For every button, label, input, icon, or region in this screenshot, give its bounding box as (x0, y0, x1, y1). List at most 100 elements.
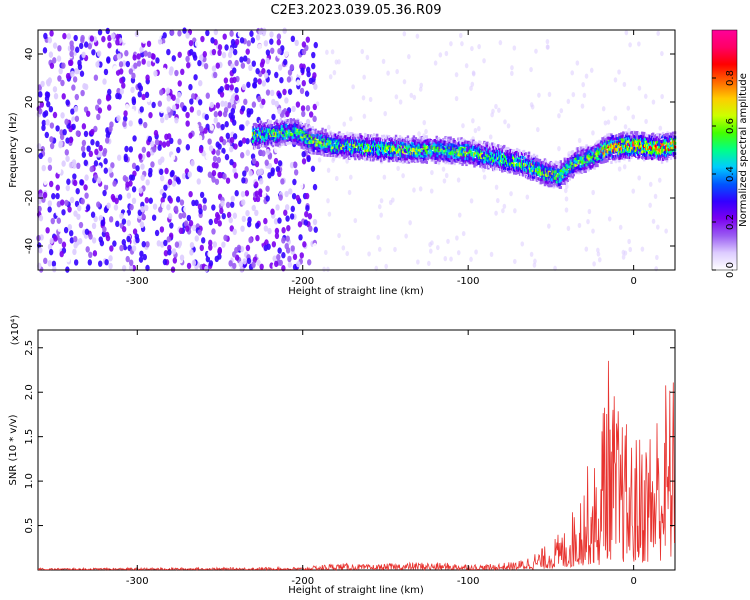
noise-cell (185, 32, 190, 39)
noise-cell (461, 123, 465, 129)
noise-cell (131, 96, 136, 103)
noise-cell (290, 245, 295, 252)
noise-cell (584, 73, 589, 79)
noise-cell (617, 166, 622, 172)
ridge-cell (358, 157, 361, 161)
ridge-cell (573, 158, 576, 162)
noise-cell (176, 91, 182, 99)
noise-cell (41, 164, 46, 172)
ridge-cell (417, 143, 421, 147)
noise-cell (382, 174, 387, 180)
noise-cell (301, 116, 307, 123)
noise-cell (277, 64, 283, 71)
noise-cell (240, 62, 246, 69)
noise-cell (242, 258, 247, 265)
noise-cell (196, 178, 201, 185)
ridge-cell (312, 148, 315, 152)
noise-cell (101, 35, 106, 43)
noise-cell (121, 218, 127, 225)
noise-cell (224, 44, 229, 51)
ridge-cell (348, 134, 351, 138)
noise-cell (305, 205, 310, 212)
noise-cell (624, 30, 629, 36)
ridge-cell (380, 134, 384, 138)
noise-cell (214, 162, 219, 169)
noise-cell (95, 140, 100, 148)
noise-cell (656, 224, 660, 230)
ridge-cell (332, 132, 335, 136)
noise-cell (613, 77, 618, 83)
ridge-cell (375, 133, 379, 137)
ridge-cell (445, 136, 448, 140)
ridge-cell (509, 152, 512, 156)
noise-cell (301, 41, 307, 48)
ridge-cell (418, 138, 422, 142)
noise-cell (245, 137, 250, 145)
ridge-cell (337, 139, 340, 143)
noise-cell (653, 193, 658, 199)
ridge-cell (359, 146, 362, 150)
ridge-cell (373, 153, 376, 157)
noise-cell (183, 220, 189, 227)
noise-cell (643, 93, 648, 99)
ridge-cell (645, 149, 648, 153)
ridge-cell (359, 154, 362, 158)
ridge-cell (422, 149, 426, 153)
noise-cell (208, 244, 213, 251)
noise-cell (501, 208, 505, 214)
noise-cell (251, 261, 256, 268)
noise-cell (513, 258, 517, 265)
noise-cell (224, 153, 230, 161)
noise-cell (623, 250, 628, 256)
noise-cell (86, 266, 91, 273)
noise-cell (98, 236, 103, 243)
noise-cell (66, 178, 71, 185)
ridge-cell (585, 149, 588, 153)
noise-cell (377, 204, 382, 210)
noise-cell (72, 162, 77, 169)
noise-cell (217, 44, 223, 51)
noise-cell (126, 235, 131, 243)
ridge-cell (441, 155, 444, 159)
ridge-cell (532, 153, 536, 157)
ridge-cell (422, 137, 426, 141)
noise-cell (162, 141, 167, 148)
noise-cell (80, 145, 86, 152)
ridge-cell (314, 128, 317, 132)
ridge-cell (293, 133, 296, 137)
noise-cell (232, 67, 237, 74)
ridge-cell (597, 152, 600, 156)
noise-cell (408, 220, 412, 226)
noise-cell (212, 155, 218, 163)
noise-cell (228, 216, 233, 224)
ridge-cell (277, 134, 281, 138)
ridge-cell (436, 159, 439, 163)
noise-cell (285, 215, 290, 222)
ridge-cell (320, 134, 323, 138)
ridge-cell (385, 152, 389, 156)
noise-cell (159, 226, 165, 233)
ridge-cell (447, 136, 450, 140)
noise-cell (398, 99, 403, 105)
ridge-cell (465, 159, 468, 163)
noise-cell (456, 250, 461, 256)
ridge-cell (410, 159, 414, 163)
noise-cell (229, 77, 234, 84)
noise-cell (179, 254, 185, 261)
noise-cell (239, 37, 245, 44)
noise-cell (77, 59, 82, 67)
noise-cell (123, 110, 128, 117)
ridge-cell (484, 146, 487, 150)
noise-cell (214, 178, 220, 185)
ridge-cell (634, 131, 637, 135)
ridge-cell (286, 141, 290, 145)
ridge-cell (472, 155, 475, 159)
noise-cell (89, 165, 94, 173)
ridge-cell (320, 149, 323, 153)
ridge-cell (646, 151, 649, 155)
noise-cell (287, 88, 293, 95)
noise-cell (102, 78, 107, 85)
noise-cell (461, 230, 466, 237)
noise-cell (52, 266, 57, 273)
noise-cell (120, 101, 126, 109)
